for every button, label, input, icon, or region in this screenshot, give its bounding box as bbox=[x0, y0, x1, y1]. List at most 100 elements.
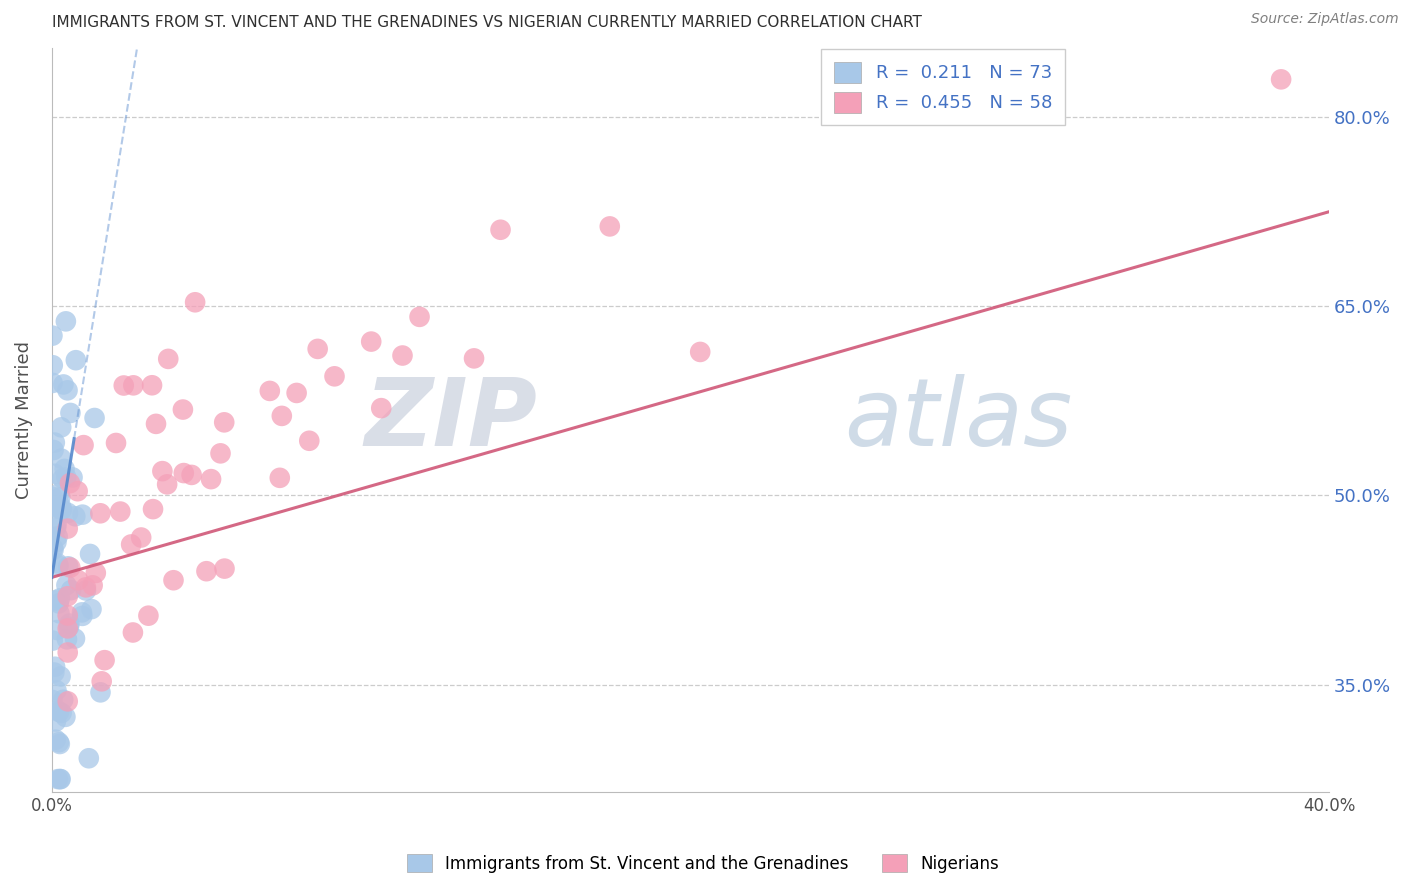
Point bbox=[323, 369, 346, 384]
Point bbox=[56, 621, 79, 635]
Point bbox=[360, 334, 382, 349]
Point bbox=[259, 384, 281, 398]
Point bbox=[56, 589, 79, 603]
Point bbox=[90, 674, 112, 689]
Point bbox=[45, 732, 67, 747]
Point bbox=[51, 420, 73, 434]
Point bbox=[46, 623, 69, 637]
Point bbox=[599, 219, 621, 234]
Point bbox=[56, 522, 79, 536]
Point bbox=[162, 573, 184, 587]
Point bbox=[41, 490, 63, 504]
Point bbox=[79, 547, 101, 561]
Point bbox=[56, 559, 79, 574]
Point bbox=[142, 502, 165, 516]
Point bbox=[45, 683, 67, 698]
Point bbox=[93, 653, 115, 667]
Point bbox=[463, 351, 485, 366]
Point bbox=[77, 751, 100, 765]
Point bbox=[270, 409, 292, 423]
Point bbox=[51, 451, 73, 466]
Point bbox=[41, 376, 63, 390]
Point bbox=[120, 537, 142, 551]
Point bbox=[105, 436, 128, 450]
Point bbox=[44, 467, 66, 481]
Point bbox=[53, 462, 76, 476]
Point bbox=[58, 616, 80, 631]
Point bbox=[48, 596, 70, 610]
Point bbox=[72, 438, 94, 452]
Point bbox=[63, 632, 86, 646]
Point bbox=[49, 591, 72, 606]
Point bbox=[45, 517, 67, 532]
Point bbox=[172, 402, 194, 417]
Point bbox=[55, 578, 77, 592]
Point bbox=[150, 464, 173, 478]
Point bbox=[45, 535, 67, 549]
Point bbox=[49, 772, 72, 786]
Point bbox=[45, 521, 67, 535]
Point bbox=[80, 602, 103, 616]
Point bbox=[48, 558, 70, 573]
Point bbox=[56, 608, 79, 623]
Point bbox=[157, 351, 180, 366]
Point bbox=[112, 378, 135, 392]
Point bbox=[84, 566, 107, 580]
Legend: R =  0.211   N = 73, R =  0.455   N = 58: R = 0.211 N = 73, R = 0.455 N = 58 bbox=[821, 49, 1064, 126]
Point bbox=[56, 632, 79, 647]
Text: atlas: atlas bbox=[844, 375, 1071, 466]
Point bbox=[42, 541, 65, 555]
Point bbox=[66, 484, 89, 499]
Point bbox=[269, 471, 291, 485]
Point bbox=[44, 665, 66, 680]
Point bbox=[48, 735, 70, 749]
Text: Source: ZipAtlas.com: Source: ZipAtlas.com bbox=[1251, 12, 1399, 26]
Point bbox=[70, 605, 93, 619]
Point bbox=[55, 470, 77, 484]
Point bbox=[689, 345, 711, 359]
Point bbox=[45, 714, 67, 729]
Point bbox=[129, 531, 152, 545]
Point bbox=[41, 633, 63, 648]
Point bbox=[1270, 72, 1292, 87]
Point bbox=[307, 342, 329, 356]
Point bbox=[48, 501, 70, 516]
Legend: Immigrants from St. Vincent and the Grenadines, Nigerians: Immigrants from St. Vincent and the Gren… bbox=[401, 847, 1005, 880]
Point bbox=[298, 434, 321, 448]
Point bbox=[56, 384, 79, 398]
Point bbox=[75, 583, 97, 598]
Point bbox=[209, 446, 232, 460]
Text: IMMIGRANTS FROM ST. VINCENT AND THE GRENADINES VS NIGERIAN CURRENTLY MARRIED COR: IMMIGRANTS FROM ST. VINCENT AND THE GREN… bbox=[52, 15, 921, 30]
Point bbox=[44, 435, 66, 450]
Point bbox=[56, 645, 79, 659]
Point bbox=[49, 490, 72, 504]
Point bbox=[46, 529, 69, 543]
Point bbox=[55, 710, 77, 724]
Point bbox=[141, 378, 163, 392]
Point bbox=[51, 706, 73, 720]
Point bbox=[46, 772, 69, 786]
Point bbox=[122, 625, 145, 640]
Point bbox=[52, 377, 75, 392]
Point bbox=[89, 685, 111, 699]
Point bbox=[59, 406, 82, 420]
Point bbox=[49, 737, 72, 751]
Point bbox=[59, 560, 82, 574]
Point bbox=[52, 471, 75, 485]
Point bbox=[72, 508, 94, 522]
Point bbox=[82, 578, 104, 592]
Point bbox=[285, 386, 308, 401]
Y-axis label: Currently Married: Currently Married bbox=[15, 341, 32, 499]
Point bbox=[42, 358, 65, 372]
Point bbox=[180, 467, 202, 482]
Point bbox=[370, 401, 392, 416]
Point bbox=[391, 349, 413, 363]
Point bbox=[42, 443, 65, 458]
Point bbox=[200, 472, 222, 486]
Point bbox=[122, 378, 145, 392]
Point bbox=[51, 502, 73, 516]
Point bbox=[44, 593, 66, 607]
Point bbox=[65, 509, 87, 524]
Point bbox=[145, 417, 167, 431]
Point bbox=[408, 310, 430, 324]
